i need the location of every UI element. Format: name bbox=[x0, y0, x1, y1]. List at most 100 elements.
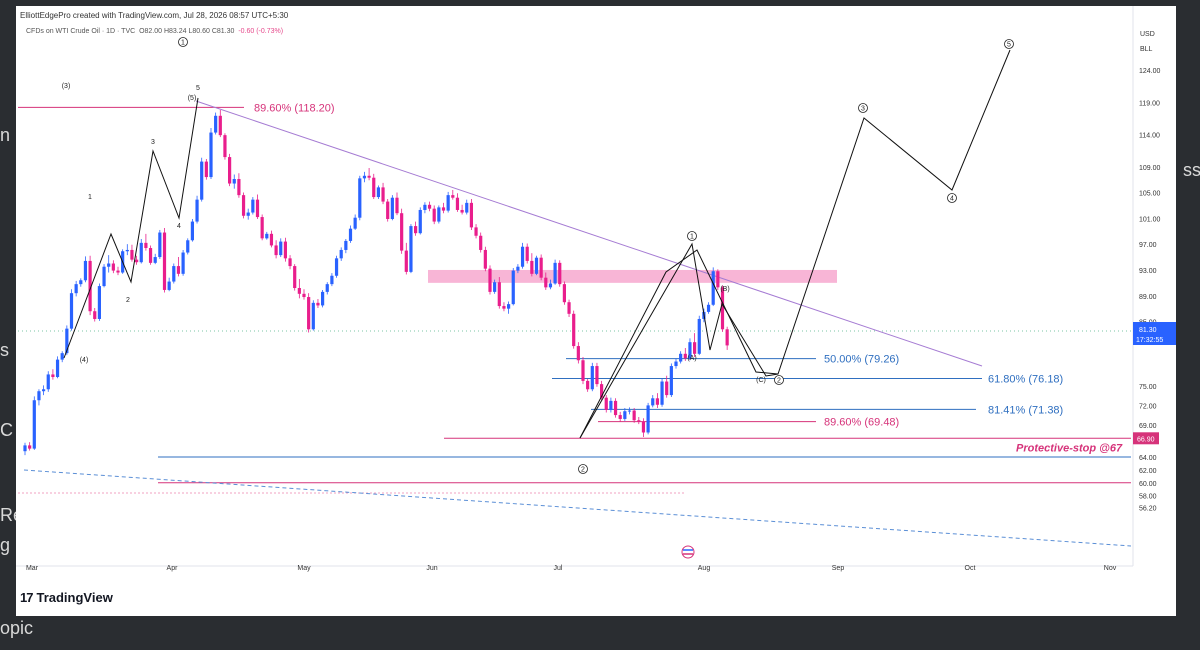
candle-body bbox=[600, 384, 604, 398]
wave-label: (B) bbox=[720, 286, 729, 293]
author-line: ElliottEdgePro created with TradingView.… bbox=[20, 11, 289, 20]
y-tick-label: 62.00 bbox=[1139, 468, 1157, 475]
y-tick-label: 101.00 bbox=[1139, 216, 1161, 223]
stop-price-box bbox=[1133, 432, 1159, 445]
y-tick-label: 109.00 bbox=[1139, 165, 1161, 172]
candle-body bbox=[637, 420, 641, 422]
fib-label-69: 89.60% (69.48) bbox=[824, 417, 899, 429]
candle-body bbox=[665, 381, 669, 396]
fib-label-118: 89.60% (118.20) bbox=[254, 102, 335, 114]
candle-body bbox=[604, 397, 608, 410]
y-tick-label: 60.00 bbox=[1139, 481, 1157, 488]
candle-body bbox=[214, 115, 218, 133]
wave-circle-marker bbox=[1004, 39, 1014, 49]
fib-label-71: 81.41% (71.38) bbox=[988, 404, 1063, 416]
x-tick-label: Sep bbox=[832, 565, 845, 572]
last-price-value: 81.30 bbox=[1139, 327, 1157, 334]
protective-stop-label: Protective-stop @67 bbox=[1016, 442, 1123, 454]
candle-body bbox=[74, 284, 78, 294]
candle-body bbox=[674, 361, 678, 367]
candle-body bbox=[148, 248, 153, 263]
candle-body bbox=[83, 260, 88, 281]
x-tick-label: Jun bbox=[426, 565, 437, 572]
candle-body bbox=[55, 359, 60, 378]
price-chart[interactable]: (3) (4) 5 (5) 1 2 3 4 (A) (B) (C) 1 2 1 2 3 4 5 89.60% (11… bbox=[16, 6, 1176, 616]
wave-label: 2 bbox=[126, 297, 130, 304]
wave-circle-label: 5 bbox=[1007, 42, 1011, 49]
candle-body bbox=[172, 266, 176, 282]
candle-body bbox=[716, 271, 720, 288]
y-tick-label: 124.00 bbox=[1139, 68, 1161, 75]
candle-body bbox=[339, 249, 343, 259]
candle-body bbox=[190, 221, 194, 241]
candle-body bbox=[153, 257, 157, 263]
candle-body bbox=[60, 353, 64, 360]
candle-body bbox=[483, 249, 487, 269]
candle-body bbox=[446, 195, 450, 211]
tradingview-logo: 17 TradingView bbox=[20, 590, 113, 605]
candle-body bbox=[204, 161, 208, 178]
candle-body bbox=[655, 398, 659, 405]
wave-circle-marker bbox=[774, 375, 784, 385]
candle-body bbox=[479, 235, 483, 250]
candle-body bbox=[218, 115, 222, 136]
candle-body bbox=[46, 374, 50, 390]
candle-body bbox=[316, 302, 320, 306]
lower-dashed-trendline bbox=[23, 469, 1132, 547]
background-text: ss bbox=[1183, 160, 1200, 180]
candle-body bbox=[255, 199, 260, 218]
candle-body bbox=[293, 266, 297, 289]
candle-body bbox=[683, 353, 687, 359]
candle-body bbox=[348, 228, 353, 241]
candle-body bbox=[660, 381, 664, 405]
x-tick-label: Oct bbox=[965, 565, 976, 572]
y-tick-label: 64.00 bbox=[1139, 455, 1157, 462]
wave-path-channel bbox=[579, 249, 779, 439]
wave-circle-marker bbox=[178, 37, 188, 47]
candle-body bbox=[372, 177, 376, 198]
last-price-box bbox=[1133, 322, 1176, 345]
candle-body bbox=[404, 250, 408, 272]
candle-body bbox=[688, 342, 692, 359]
candle-body bbox=[79, 280, 83, 285]
candle-body bbox=[493, 282, 497, 292]
candle-body bbox=[613, 400, 618, 416]
fib-label-76: 61.80% (76.18) bbox=[988, 373, 1063, 385]
candle-body bbox=[93, 311, 97, 319]
candle-body bbox=[623, 411, 627, 419]
candle-body bbox=[455, 197, 460, 210]
fib-label-79: 50.00% (79.26) bbox=[824, 354, 899, 366]
candle-body bbox=[553, 262, 557, 284]
wave-circle-marker bbox=[947, 193, 957, 203]
candle-body bbox=[274, 245, 278, 256]
candle-body bbox=[534, 257, 539, 274]
candle-body bbox=[102, 266, 106, 287]
chart-frame: ElliottEdgePro created with TradingView.… bbox=[16, 6, 1176, 616]
candle-body bbox=[451, 195, 455, 198]
candle-body bbox=[283, 241, 287, 259]
y-tick-label: 72.00 bbox=[1139, 403, 1157, 410]
y-tick-label: 75.00 bbox=[1139, 384, 1157, 391]
candle-body bbox=[65, 328, 69, 354]
wave-path-impulse bbox=[63, 97, 199, 359]
candle-body bbox=[544, 277, 548, 288]
wave-label: (A) bbox=[687, 355, 696, 362]
candle-body bbox=[158, 232, 162, 258]
wave-circle-label: 4 bbox=[950, 196, 954, 203]
candle-body bbox=[460, 209, 464, 213]
candle-body bbox=[516, 266, 520, 271]
candle-body bbox=[32, 400, 36, 449]
candle-body bbox=[28, 445, 32, 449]
y-tick-label: 119.00 bbox=[1139, 100, 1160, 107]
candle-body bbox=[376, 187, 380, 198]
candle-body bbox=[609, 400, 613, 410]
x-tick-label: Aug bbox=[698, 565, 711, 572]
candle-body bbox=[711, 271, 715, 305]
candle-body bbox=[107, 263, 111, 267]
candle-body bbox=[618, 415, 622, 419]
candle-body bbox=[632, 410, 636, 421]
candle-body bbox=[720, 287, 725, 330]
background-text: n bbox=[0, 125, 11, 145]
candle-body bbox=[223, 135, 227, 158]
stop-price-value: 66.90 bbox=[1137, 436, 1155, 443]
